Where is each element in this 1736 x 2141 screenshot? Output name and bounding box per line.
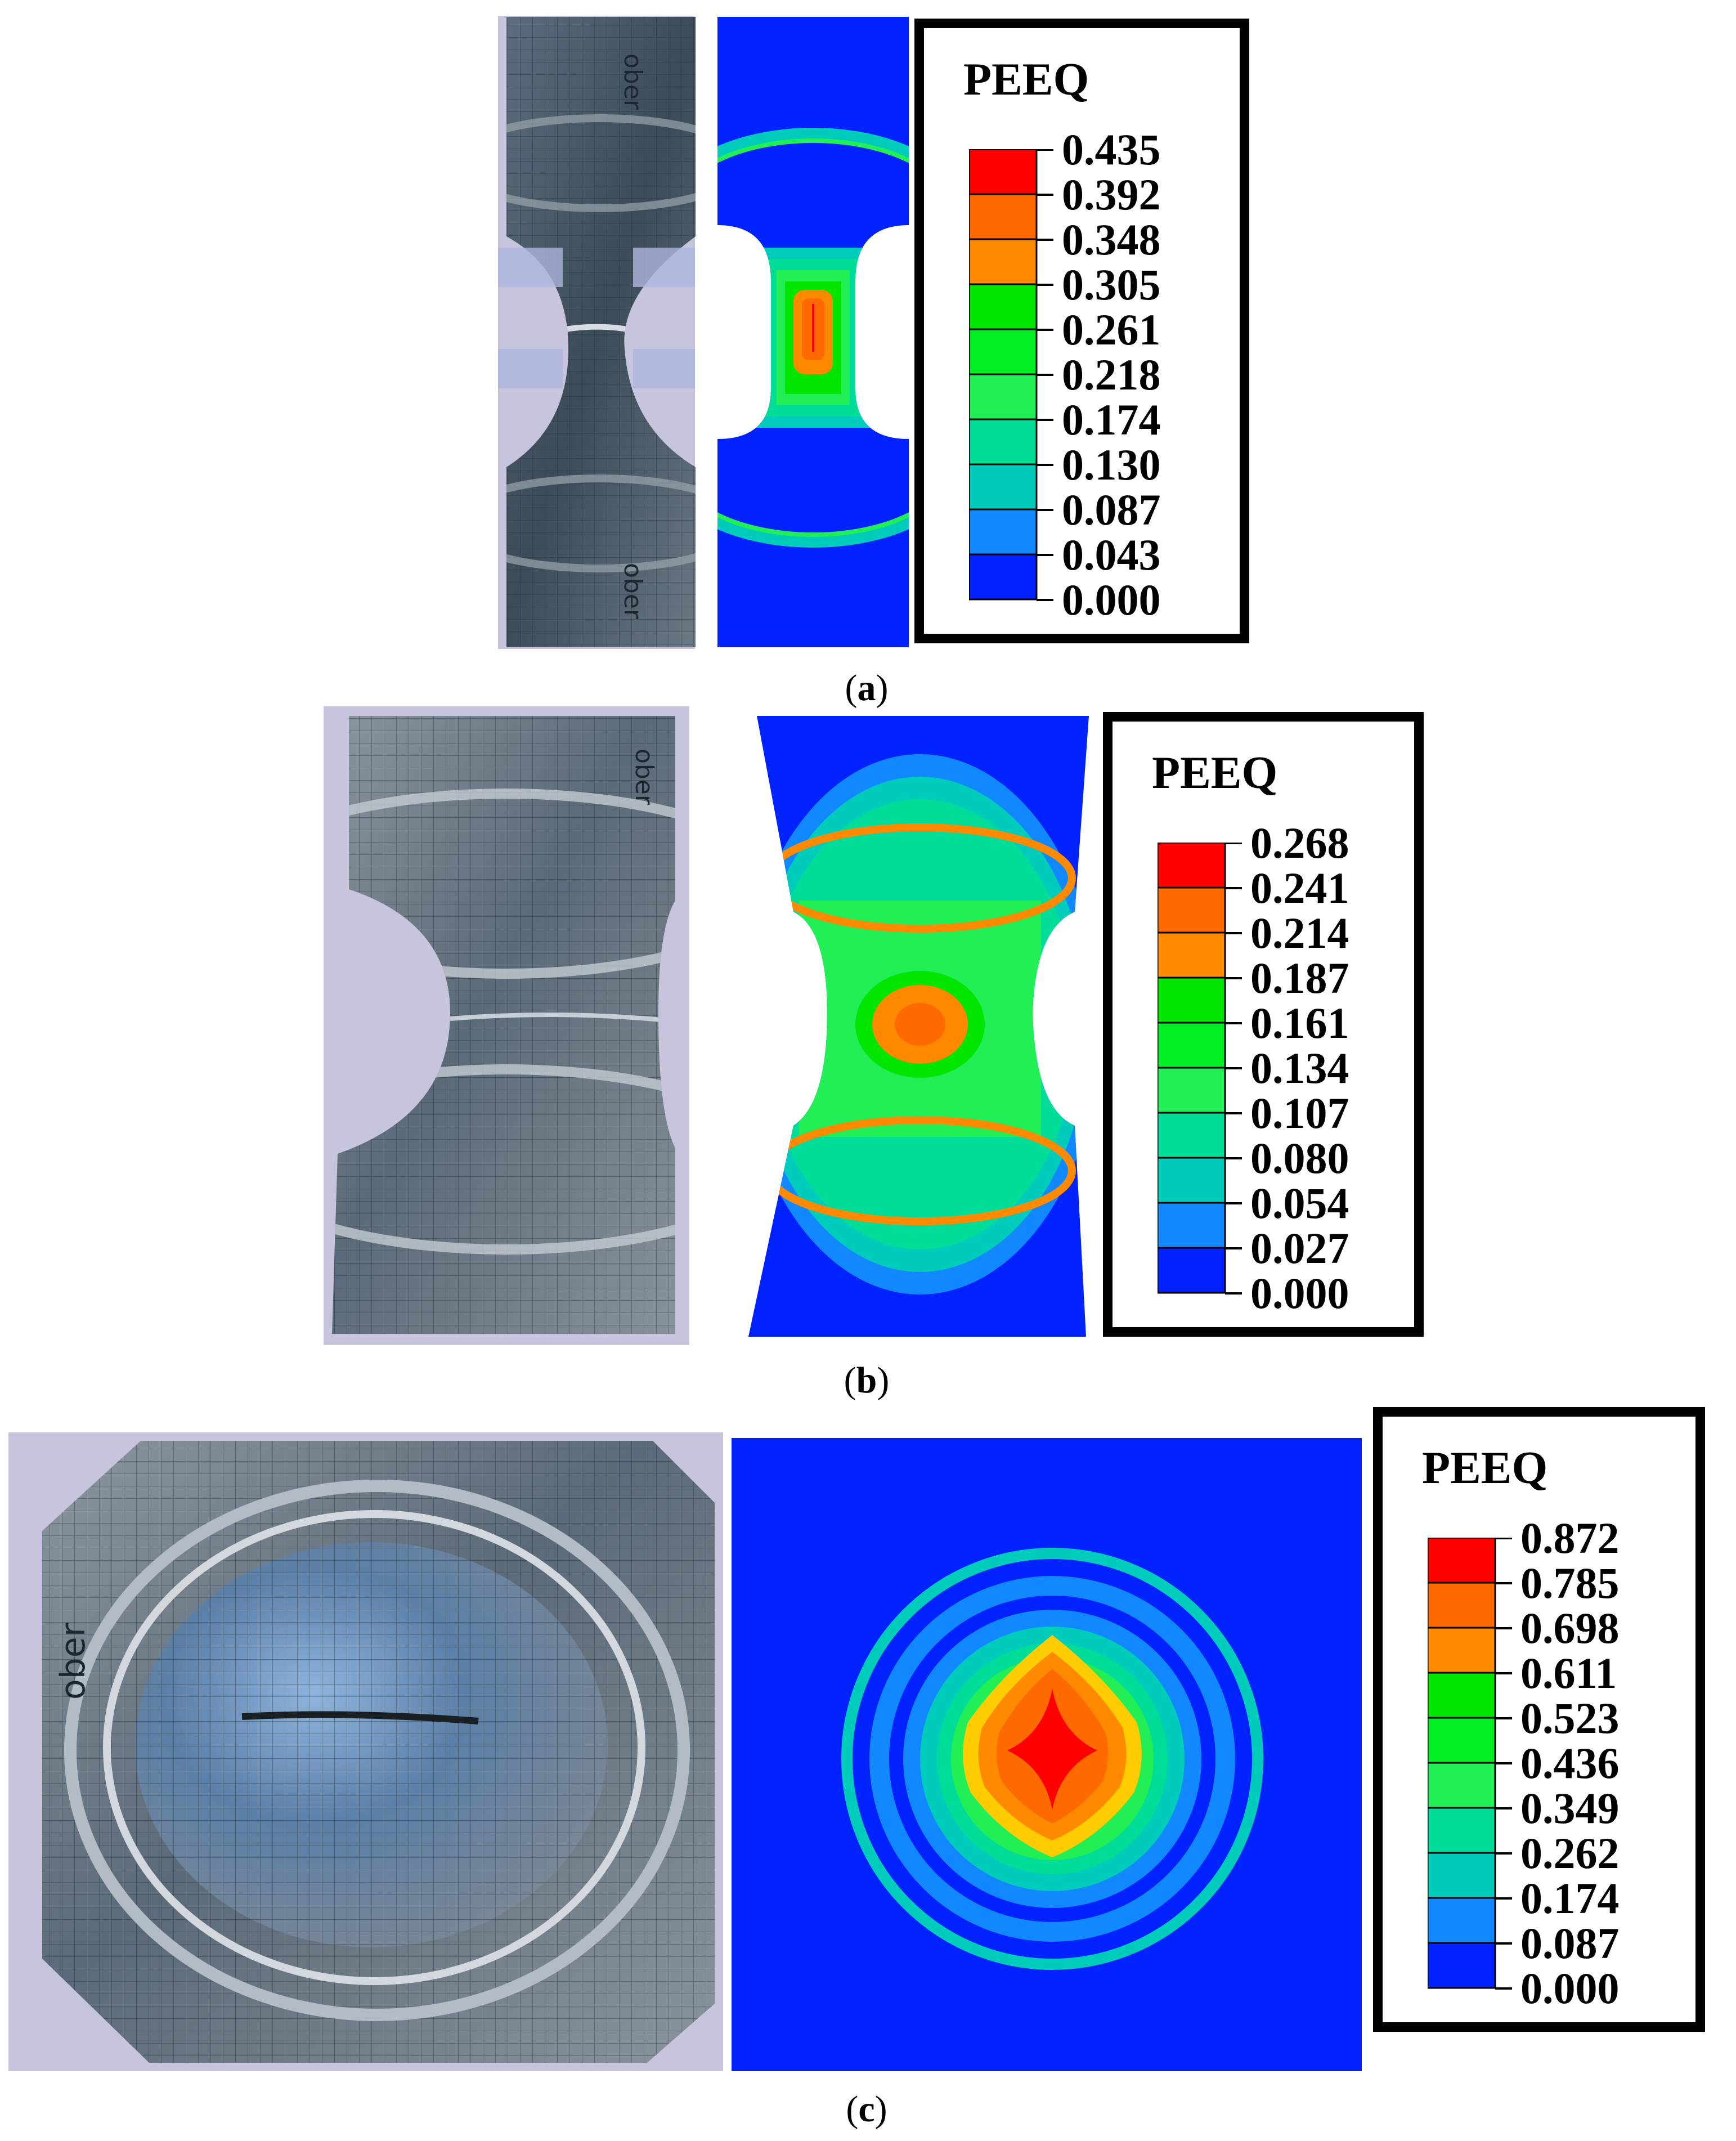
caption-a: (a) [845, 668, 889, 709]
legend-color-cell [969, 553, 1038, 601]
legend-tick-label: 0.435 [1062, 125, 1161, 174]
legend-color-cell [1428, 1897, 1496, 1944]
caption-b: (b) [844, 1360, 890, 1401]
legend-color-cell [969, 418, 1038, 465]
legend-color-cell [1158, 1112, 1226, 1159]
legend-tick-label: 0.348 [1062, 215, 1161, 264]
legend-tick-label: 0.174 [1520, 1874, 1620, 1923]
legend-color-cell [969, 508, 1038, 556]
legend-color-cell [1428, 1538, 1496, 1584]
legend-title: PEEQ [963, 53, 1089, 105]
legend-color-cell [969, 193, 1038, 240]
legend-color-cell [1428, 1807, 1496, 1854]
simulation-a-contour [717, 17, 909, 647]
legend-tick-label: 0.087 [1062, 485, 1161, 534]
legend-color-cell [1428, 1582, 1496, 1629]
legend-tick-label: 0.698 [1520, 1603, 1620, 1652]
photo-handwriting: ober [618, 563, 647, 620]
legend-color-cell [969, 283, 1038, 330]
legend-color-cell [1428, 1717, 1496, 1764]
legend-c: PEEQ 0.872 0.785 0.698 0.611 0.523 0.436 0.349 0… [1373, 1407, 1705, 2032]
legend-title: PEEQ [1152, 747, 1278, 798]
legend-b: PEEQ 0.268 0.241 0.214 0.187 0.161 0.134 0.107 0… [1103, 712, 1424, 1337]
legend-tick-label: 0.130 [1062, 440, 1161, 489]
legend-tick-label: 0.161 [1250, 998, 1349, 1047]
legend-colorbar [969, 149, 1053, 601]
legend-tick-label: 0.268 [1250, 818, 1349, 867]
legend-tick-label: 0.523 [1520, 1694, 1620, 1743]
legend-tick-label: 0.027 [1250, 1224, 1349, 1273]
legend-tick-label: 0.872 [1520, 1513, 1620, 1562]
legend-tick-label: 0.087 [1520, 1919, 1620, 1968]
legend-tick-label: 0.392 [1062, 170, 1161, 219]
legend-tick-label: 0.218 [1062, 350, 1161, 399]
legend-a: PEEQ 0.435 0.392 0.348 0.305 0.261 0.218 0.174 0… [914, 19, 1249, 643]
legend-color-cell [969, 238, 1038, 285]
simulation-b-contour [748, 716, 1089, 1337]
legend-colorbar [1158, 843, 1242, 1295]
legend-colorbar [1428, 1538, 1512, 1990]
legend-tick-label: 0.107 [1250, 1089, 1349, 1137]
legend-tick-label: 0.611 [1520, 1649, 1617, 1697]
legend-tick-label: 0.080 [1250, 1134, 1349, 1183]
legend-tick-label: 0.000 [1062, 575, 1161, 624]
legend-tick-label: 0.054 [1250, 1179, 1349, 1228]
legend-color-cell [1158, 931, 1226, 979]
legend-color-cell [969, 149, 1038, 195]
legend-tick-label: 0.187 [1250, 953, 1349, 1002]
legend-color-cell [1428, 1762, 1496, 1809]
legend-tick-label: 0.000 [1250, 1269, 1349, 1318]
legend-color-cell [1428, 1942, 1496, 1989]
legend-tick-label: 0.305 [1062, 260, 1161, 309]
legend-color-cell [1158, 977, 1226, 1024]
photo-handwriting: ober [53, 1623, 93, 1700]
legend-color-cell [1158, 1202, 1226, 1249]
legend-color-cell [1428, 1852, 1496, 1899]
legend-color-cell [1158, 1067, 1226, 1114]
legend-color-cell [1158, 843, 1226, 889]
legend-tick-label: 0.174 [1062, 395, 1161, 444]
legend-tick-label: 0.436 [1520, 1739, 1620, 1788]
legend-tick-label: 0.261 [1062, 305, 1161, 354]
legend-color-cell [1158, 1247, 1226, 1294]
caption-c: (c) [846, 2089, 887, 2130]
legend-color-cell [1158, 1157, 1226, 1204]
legend-tick-label: 0.214 [1250, 908, 1349, 957]
legend-tick-label: 0.241 [1250, 863, 1349, 912]
legend-color-cell [969, 463, 1038, 510]
photo-handwriting: ober [630, 749, 658, 805]
photo-a-specimen [506, 17, 696, 647]
legend-tick-label: 0.000 [1520, 1964, 1620, 2013]
legend-color-cell [1428, 1627, 1496, 1674]
legend-color-cell [1428, 1672, 1496, 1719]
photo-b-specimen [332, 716, 675, 1334]
legend-color-cell [1158, 1022, 1226, 1069]
legend-tick-label: 0.262 [1520, 1829, 1620, 1878]
photo-handwriting: ober [618, 53, 647, 110]
legend-tick-label: 0.349 [1520, 1784, 1620, 1833]
legend-color-cell [969, 328, 1038, 375]
legend-color-cell [1158, 886, 1226, 934]
legend-color-cell [969, 373, 1038, 420]
legend-tick-label: 0.785 [1520, 1558, 1620, 1607]
legend-title: PEEQ [1422, 1442, 1548, 1493]
legend-tick-label: 0.043 [1062, 530, 1161, 579]
legend-tick-label: 0.134 [1250, 1043, 1349, 1092]
